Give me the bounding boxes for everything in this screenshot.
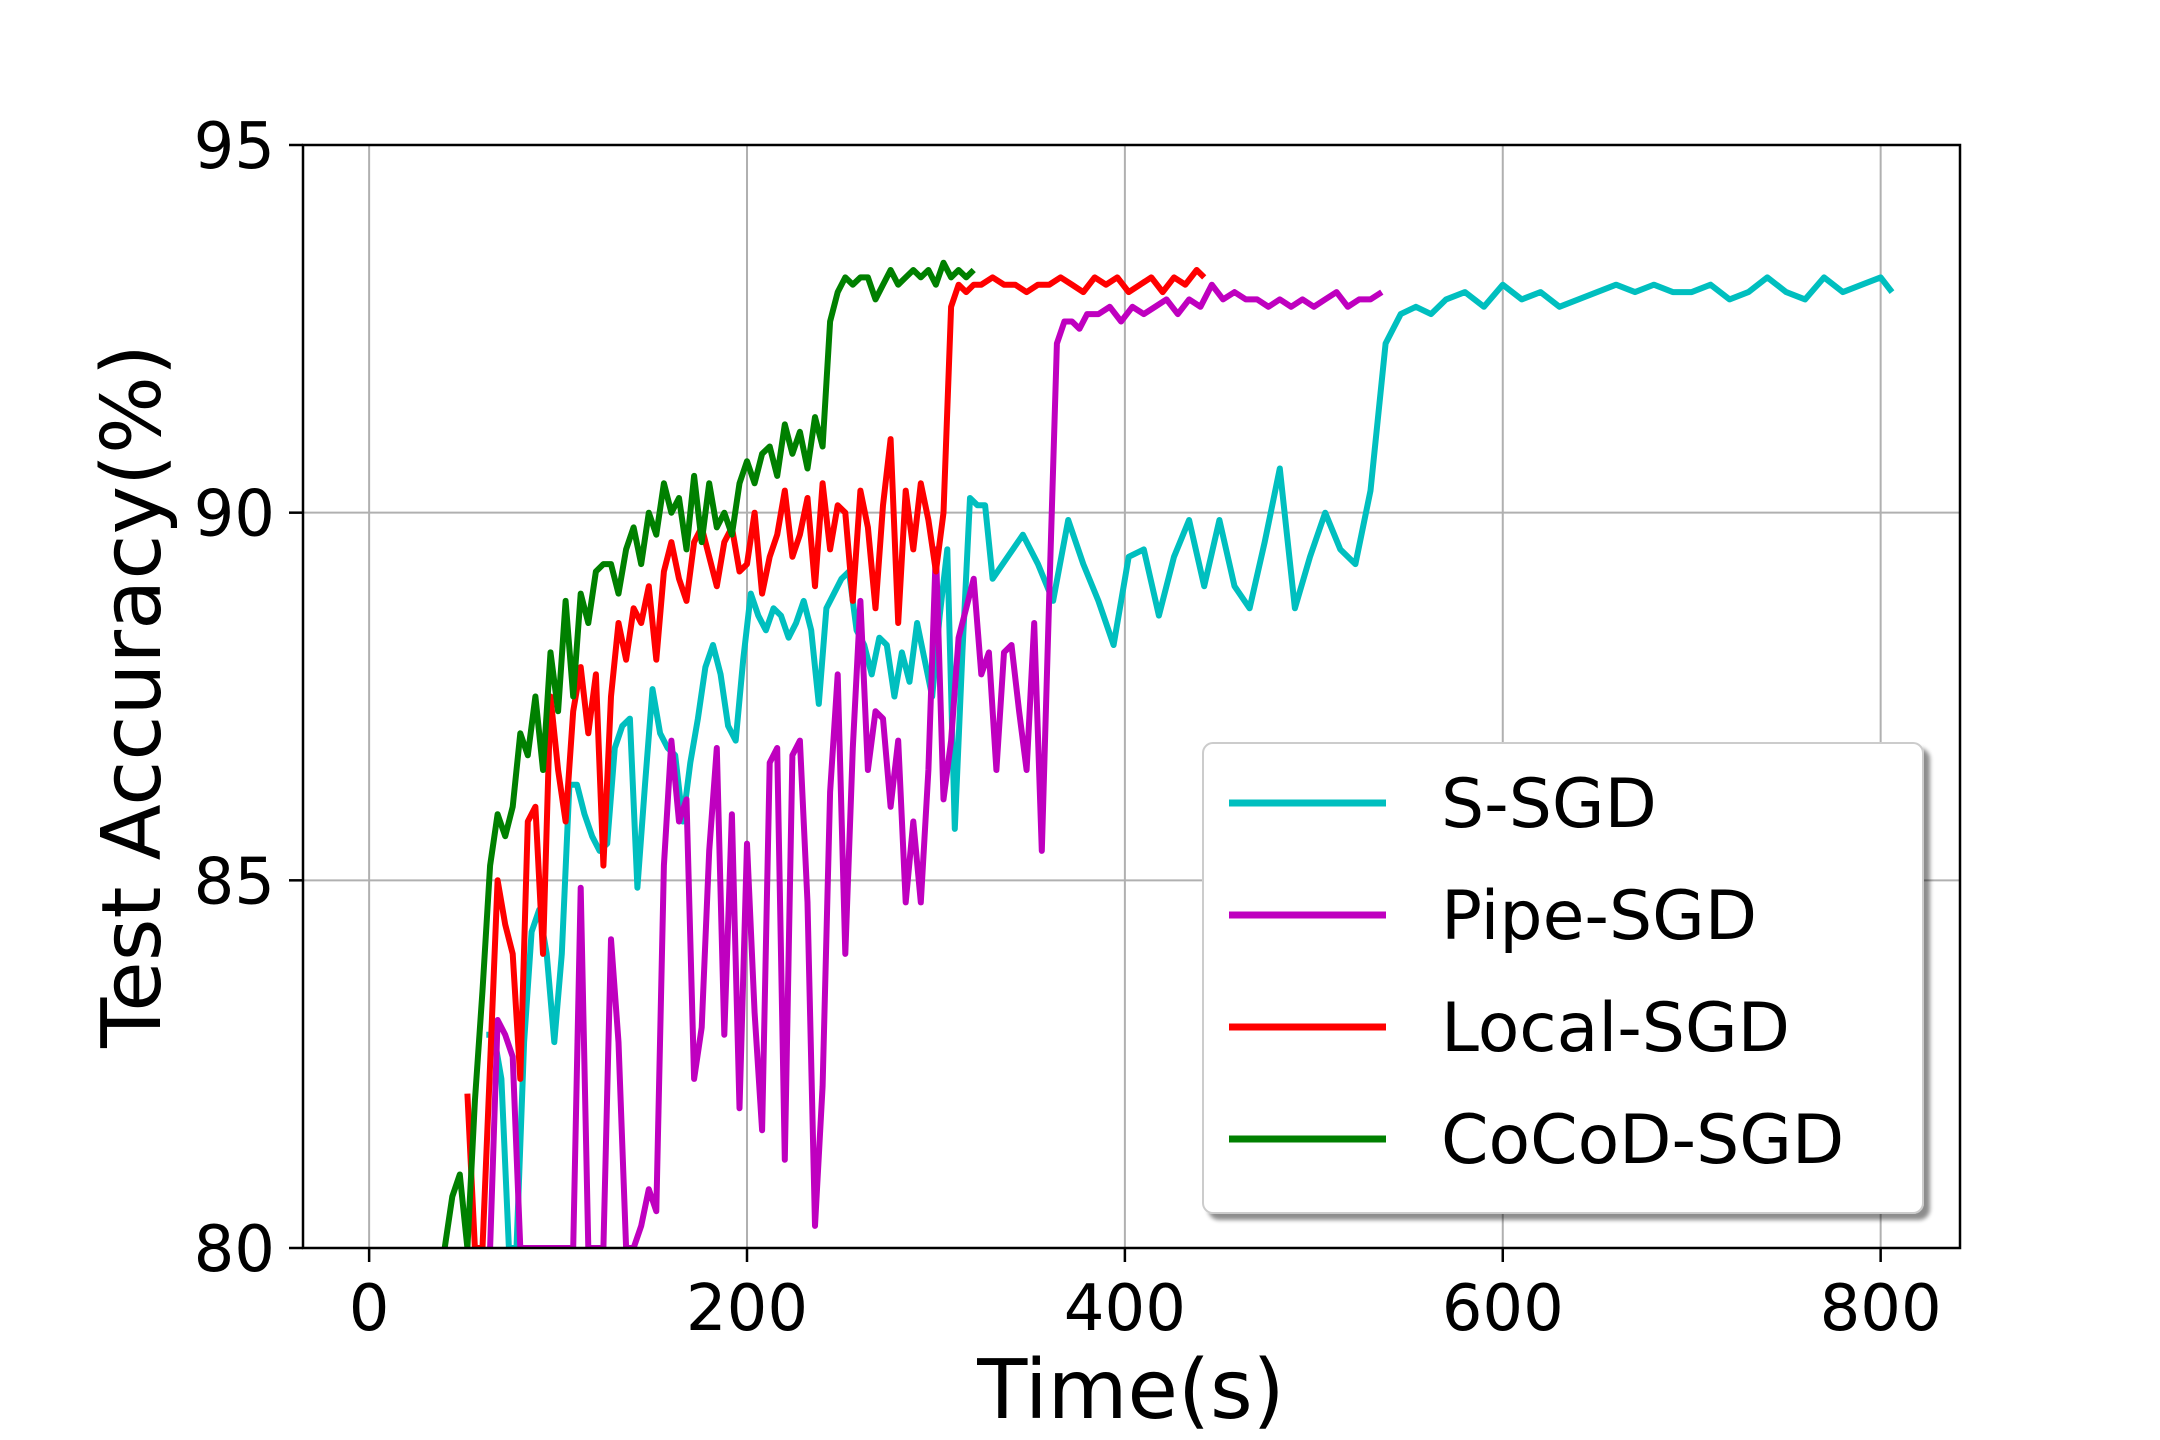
legend: S-SGD Pipe-SGD Local-SGD CoCoD-SGD (1202, 742, 1924, 1214)
x-tick-label: 400 (1064, 1272, 1186, 1346)
x-axis-title: Time(s) (976, 1343, 1284, 1438)
axis-ticks: 0 200 400 600 800 80 85 90 95 (194, 110, 1942, 1346)
series-line-s-sgd (486, 274, 1895, 1248)
series-line-local-sgd (464, 267, 1207, 1248)
plot-frame (301, 143, 1962, 1250)
legend-label-cocod-sgd: CoCoD-SGD (1441, 1101, 1844, 1180)
y-axis-title: Test Accuracy(%) (85, 344, 180, 1049)
x-tick-label: 200 (686, 1272, 808, 1346)
legend-box (1202, 742, 1924, 1214)
x-tick-label: 0 (349, 1272, 390, 1346)
legend-label-local-sgd: Local-SGD (1441, 989, 1790, 1068)
series-line-cocod-sgd (441, 259, 976, 1248)
series-lines (441, 259, 1895, 1248)
x-tick-label: 600 (1442, 1272, 1564, 1346)
x-tick-label: 800 (1820, 1272, 1942, 1346)
legend-label-s-sgd: S-SGD (1441, 765, 1657, 844)
y-tick-label: 85 (194, 845, 275, 919)
series-line-pipe-sgd (487, 281, 1384, 1248)
y-tick-label: 95 (194, 110, 275, 184)
y-tick-label: 80 (194, 1213, 275, 1287)
legend-label-pipe-sgd: Pipe-SGD (1441, 877, 1757, 956)
y-tick-label: 90 (194, 478, 275, 552)
